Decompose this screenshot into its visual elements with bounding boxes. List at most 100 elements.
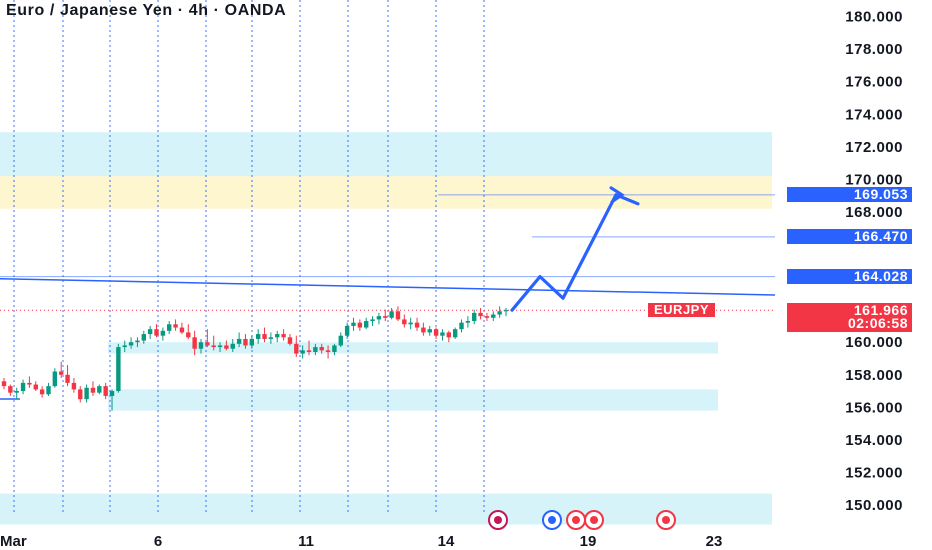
candle-79[interactable]: [503, 308, 509, 317]
zone-support-4[interactable]: [0, 493, 772, 525]
candle-60[interactable]: [383, 309, 388, 322]
candle-75[interactable]: [478, 308, 483, 320]
candle-27[interactable]: [173, 319, 178, 331]
candle-18[interactable]: [116, 343, 121, 393]
candle-61[interactable]: [389, 308, 394, 320]
candle-69[interactable]: [440, 329, 445, 341]
candle-24[interactable]: [154, 324, 159, 338]
candle-38[interactable]: [243, 334, 248, 349]
zone-support-2[interactable]: [108, 342, 718, 354]
candle-12[interactable]: [78, 386, 83, 403]
candle-40[interactable]: [255, 329, 261, 344]
candle-78[interactable]: [497, 306, 502, 318]
candle-55[interactable]: [351, 317, 356, 331]
candle-41[interactable]: [262, 327, 267, 343]
candle-74[interactable]: [472, 309, 477, 325]
zone-support-3[interactable]: [108, 389, 718, 411]
economic-event-icon-1[interactable]: [542, 510, 562, 530]
candle-56[interactable]: [357, 319, 363, 331]
candle-21[interactable]: [135, 337, 140, 348]
candle-30[interactable]: [192, 330, 197, 356]
candle-64[interactable]: [408, 317, 413, 330]
candle-42[interactable]: [268, 332, 274, 344]
candle-10[interactable]: [65, 364, 70, 387]
candle-63[interactable]: [402, 314, 407, 328]
candle-53[interactable]: [338, 332, 343, 348]
candle-1[interactable]: [8, 384, 13, 396]
candle-22[interactable]: [141, 330, 146, 344]
candle-23[interactable]: [147, 325, 153, 339]
candle-4[interactable]: [27, 376, 32, 388]
projection-path[interactable]: [510, 193, 640, 312]
trendline[interactable]: [0, 277, 776, 296]
candle-29[interactable]: [186, 324, 191, 339]
candle-35[interactable]: [224, 340, 229, 351]
economic-event-icon-3[interactable]: [584, 510, 604, 530]
candle-47[interactable]: [300, 345, 305, 359]
candle-39[interactable]: [249, 335, 255, 349]
candle-25[interactable]: [160, 327, 166, 341]
candle-body-59: [376, 316, 382, 320]
candle-76[interactable]: [484, 312, 490, 322]
economic-event-icon-4[interactable]: [656, 510, 676, 530]
candle-67[interactable]: [427, 325, 432, 336]
candle-6[interactable]: [39, 386, 45, 398]
candle-70[interactable]: [446, 330, 452, 343]
candle-44[interactable]: [281, 329, 286, 341]
candle-5[interactable]: [33, 381, 38, 392]
candle-33[interactable]: [211, 335, 216, 351]
candle-52[interactable]: [332, 343, 337, 356]
zone-resistance-0[interactable]: [0, 132, 772, 177]
zone-resistance-1[interactable]: [0, 176, 772, 209]
candle-66[interactable]: [421, 322, 426, 336]
candle-48[interactable]: [306, 340, 312, 356]
candle-49[interactable]: [313, 343, 318, 356]
candle-17[interactable]: [109, 389, 115, 411]
candle-11[interactable]: [71, 378, 77, 393]
candle-body-75: [478, 312, 483, 317]
candle-57[interactable]: [364, 317, 369, 330]
candle-7[interactable]: [46, 382, 51, 396]
candle-71[interactable]: [452, 327, 458, 339]
candle-26[interactable]: [167, 321, 172, 335]
candle-72[interactable]: [459, 319, 464, 333]
candle-14[interactable]: [90, 381, 96, 396]
candle-36[interactable]: [230, 338, 235, 352]
y-tick-label-160: 160.000: [845, 334, 903, 351]
candle-9[interactable]: [58, 361, 64, 379]
candle-31[interactable]: [198, 338, 204, 354]
candle-54[interactable]: [344, 322, 350, 339]
economic-event-icon-0[interactable]: [488, 510, 508, 530]
candle-19[interactable]: [122, 340, 127, 352]
candle-13[interactable]: [84, 384, 89, 403]
candle-43[interactable]: [275, 330, 280, 343]
candle-59[interactable]: [376, 312, 382, 325]
candle-45[interactable]: [287, 334, 293, 346]
candle-62[interactable]: [395, 306, 401, 322]
candle-50[interactable]: [319, 343, 324, 354]
candle-58[interactable]: [370, 316, 375, 326]
candle-16[interactable]: [103, 382, 108, 400]
candle-8[interactable]: [52, 368, 58, 388]
candle-51[interactable]: [325, 345, 331, 359]
candle-body-79: [503, 310, 509, 312]
candle-15[interactable]: [97, 384, 102, 395]
candle-46[interactable]: [294, 335, 299, 357]
candle-32[interactable]: [205, 329, 210, 348]
economic-event-icon-2[interactable]: [566, 510, 586, 530]
y-tick-label-176: 176.000: [845, 74, 903, 91]
candle-20[interactable]: [128, 337, 134, 349]
candle-3[interactable]: [20, 379, 26, 395]
candle-0[interactable]: [1, 378, 7, 390]
candle-34[interactable]: [217, 342, 223, 352]
candle-body-68: [433, 329, 439, 336]
candle-2[interactable]: [14, 387, 19, 400]
candle-77[interactable]: [491, 311, 496, 322]
candle-65[interactable]: [414, 317, 420, 331]
candle-68[interactable]: [433, 327, 439, 339]
candle-37[interactable]: [236, 332, 242, 348]
candle-73[interactable]: [465, 316, 471, 328]
candle-28[interactable]: [179, 322, 185, 335]
